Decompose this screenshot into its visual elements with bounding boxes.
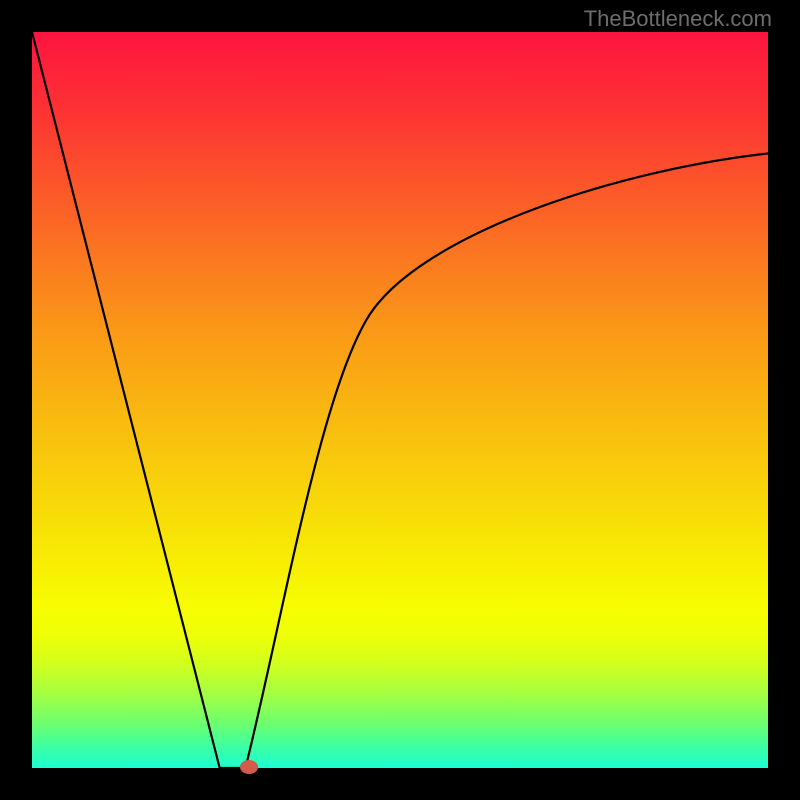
watermark-text: TheBottleneck.com (584, 6, 772, 32)
chart-frame: TheBottleneck.com (0, 0, 800, 800)
plot-area (32, 32, 768, 768)
optimum-marker (240, 760, 258, 774)
bottleneck-curve (32, 32, 768, 768)
